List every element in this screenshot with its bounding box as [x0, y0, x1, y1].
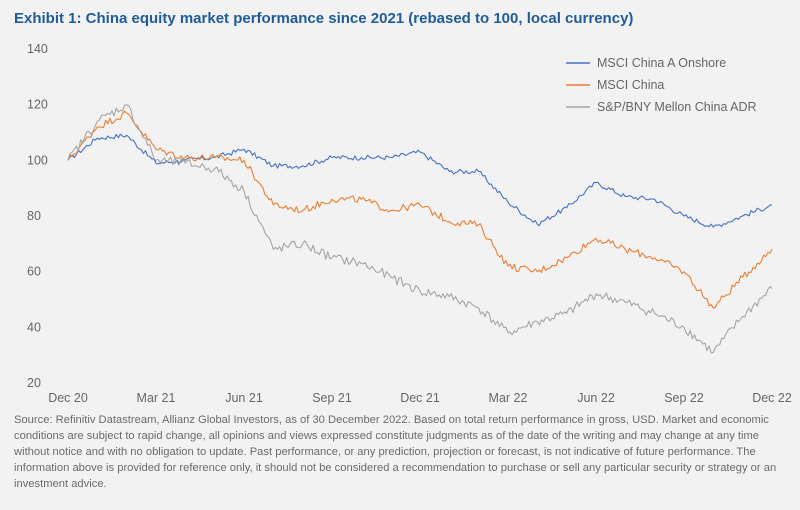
- line-chart: 20 40 60 80 100 120 140 Dec 20 Mar 21 Jun 21 Sep …: [27, 42, 792, 405]
- x-tick-label: Dec 20: [48, 391, 88, 405]
- legend-label: MSCI China A Onshore: [597, 56, 726, 70]
- y-tick-label: 20: [27, 376, 41, 390]
- y-tick-label: 140: [27, 42, 48, 56]
- plot-area: [67, 104, 773, 354]
- x-tick-label: Dec 21: [400, 391, 440, 405]
- y-tick-label: 120: [27, 98, 48, 112]
- source-note: Source: Refinitiv Datastream, Allianz Gl…: [14, 414, 777, 490]
- x-tick-label: Sep 22: [664, 391, 704, 405]
- x-tick-label: Mar 21: [137, 391, 176, 405]
- x-tick-label: Jun 22: [577, 391, 615, 405]
- chart-title: Exhibit 1: China equity market performan…: [14, 10, 634, 27]
- x-axis: Dec 20 Mar 21 Jun 21 Sep 21 Dec 21 Mar 22 Jun …: [48, 391, 792, 405]
- y-axis: 20 40 60 80 100 120 140: [27, 42, 48, 390]
- x-tick-label: Mar 22: [489, 391, 528, 405]
- series-line: [67, 110, 773, 309]
- legend-label: MSCI China: [597, 78, 664, 92]
- series-line: [67, 133, 773, 228]
- legend-label: S&P/BNY Mellon China ADR: [597, 100, 757, 114]
- legend: MSCI China A Onshore MSCI China S&P/BNY Me…: [566, 56, 757, 114]
- y-tick-label: 100: [27, 153, 48, 167]
- y-tick-label: 60: [27, 265, 41, 279]
- y-tick-label: 80: [27, 209, 41, 223]
- y-tick-label: 40: [27, 320, 41, 334]
- x-tick-label: Jun 21: [225, 391, 263, 405]
- series-line: [67, 104, 773, 354]
- x-tick-label: Dec 22: [752, 391, 792, 405]
- x-tick-label: Sep 21: [312, 391, 352, 405]
